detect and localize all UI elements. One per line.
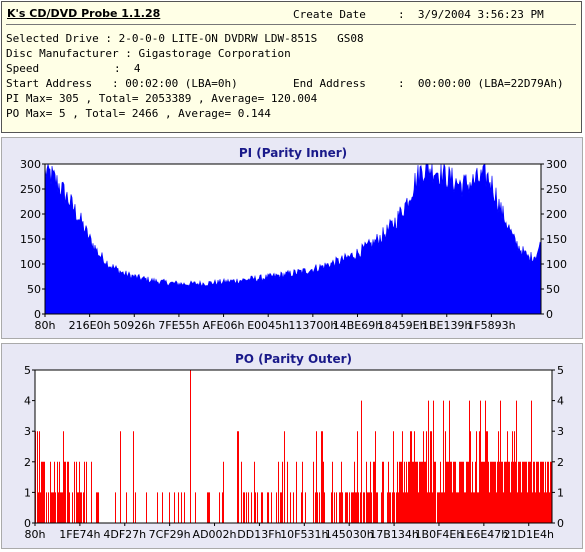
pi-chart: PI (Parity Inner) 0 0 50 50 100 100 150 150 200 20…: [20, 146, 567, 332]
x-tick-label: 50926h: [113, 319, 155, 332]
y-tick-label-left: 2: [24, 456, 31, 469]
y-tick-label-right: 300: [546, 158, 567, 171]
pi-chart-panel: PI (Parity Inner) 0 0 50 50 100 100 150 150 200 20…: [1, 137, 583, 339]
y-tick-label-right: 100: [546, 258, 567, 271]
po-chart-panel: PO (Parity Outer) 0 0 1 1 2 2 3 3 4 4 5 5 80h 1FE74h 4D…: [1, 343, 583, 549]
x-tick-label: 145030h: [325, 528, 374, 541]
x-tick-label: 1BE139h: [422, 319, 471, 332]
x-tick-label: 80h: [35, 319, 56, 332]
y-tick-label-left: 0: [24, 517, 31, 530]
pi-area-series: [44, 163, 542, 315]
x-tick-label: DD13Fh: [237, 528, 281, 541]
x-tick-label: 10F531h: [280, 528, 328, 541]
pi-summary: PI Max= 305 , Total= 2053389 , Average= …: [6, 92, 318, 105]
y-tick-label-right: 0: [546, 308, 553, 321]
y-tick-label-right: 250: [546, 183, 567, 196]
y-tick-label-left: 4: [24, 395, 31, 408]
y-tick-label-left: 300: [20, 158, 41, 171]
x-tick-label: AFE06h: [203, 319, 245, 332]
y-tick-label-left: 3: [24, 425, 31, 438]
y-tick-label-left: 250: [20, 183, 41, 196]
po-summary: PO Max= 5 , Total= 2466 , Average= 0.144: [6, 107, 271, 120]
y-tick-label-right: 3: [557, 425, 564, 438]
speed-value: : 4: [114, 62, 141, 75]
end-address-label: End Address: [293, 77, 366, 90]
x-tick-label: 21D1E4h: [504, 528, 554, 541]
create-date-label: Create Date: [293, 8, 366, 21]
po-bar-series: [35, 370, 552, 523]
y-tick-label-right: 4: [557, 395, 564, 408]
y-tick-label-left: 1: [24, 486, 31, 499]
plot-border: [34, 369, 553, 524]
y-tick-label-left: 100: [20, 258, 41, 271]
y-tick-label-left: 150: [20, 233, 41, 246]
x-tick-label: 4DF27h: [103, 528, 146, 541]
y-tick-label-right: 1: [557, 486, 564, 499]
y-tick-label-right: 150: [546, 233, 567, 246]
y-tick-label-right: 0: [557, 517, 564, 530]
x-tick-label: E0045h: [247, 319, 289, 332]
x-tick-label: 80h: [25, 528, 46, 541]
title-divider: [6, 24, 576, 25]
po-chart: PO (Parity Outer) 0 0 1 1 2 2 3 3 4 4 5 5 80h 1FE74h 4D…: [24, 352, 564, 541]
x-tick-label: 216E0h: [69, 319, 111, 332]
x-tick-label: 1F5893h: [467, 319, 515, 332]
info-panel: K's CD/DVD Probe 1.1.28 Create Date : 3/…: [1, 1, 582, 133]
selected-drive: Selected Drive : 2-0-0-0 LITE-ON DVDRW L…: [6, 32, 364, 45]
x-tick-label: 7FE55h: [158, 319, 199, 332]
y-tick-label-right: 2: [557, 456, 564, 469]
x-tick-label: 1FE74h: [59, 528, 100, 541]
x-tick-label: 1E6E47h: [459, 528, 508, 541]
end-address-value: : 00:00:00 (LBA=22D79Ah): [398, 77, 564, 90]
app-title: K's CD/DVD Probe 1.1.28: [7, 7, 161, 20]
y-tick-label-left: 0: [34, 308, 41, 321]
y-tick-label-right: 50: [546, 283, 560, 296]
x-tick-label: 14BE69h: [333, 319, 382, 332]
x-tick-label: AD002h: [193, 528, 237, 541]
y-tick-label-left: 200: [20, 208, 41, 221]
create-date-value: : 3/9/2004 3:56:23 PM: [398, 8, 544, 21]
y-tick-label-right: 5: [557, 364, 564, 377]
start-address: Start Address : 00:02:00 (LBA=0h): [6, 77, 238, 90]
chart-title: PI (Parity Inner): [239, 146, 347, 160]
disc-manufacturer: Disc Manufacturer : Gigastorage Corporat…: [6, 47, 291, 60]
x-tick-label: 17B134h: [369, 528, 419, 541]
x-tick-label: 18459Eh: [378, 319, 427, 332]
x-tick-label: 1B0F4Eh: [415, 528, 464, 541]
speed-label: Speed: [6, 62, 40, 75]
x-tick-label: 113700h: [288, 319, 337, 332]
y-tick-label-left: 50: [27, 283, 41, 296]
y-tick-label-right: 200: [546, 208, 567, 221]
x-tick-label: 7CF29h: [149, 528, 191, 541]
y-tick-label-left: 5: [24, 364, 31, 377]
chart-title: PO (Parity Outer): [235, 352, 352, 366]
